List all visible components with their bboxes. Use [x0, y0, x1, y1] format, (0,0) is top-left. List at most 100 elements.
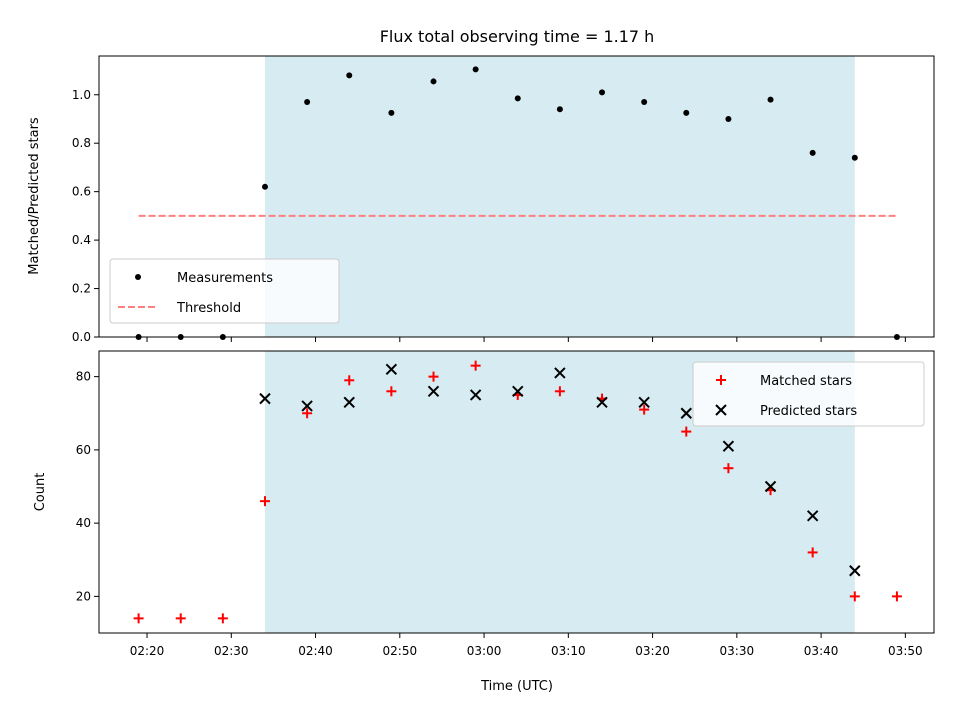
x-stroke-2 [554, 367, 566, 379]
measurement-point [893, 334, 900, 340]
measurement-point [556, 106, 563, 113]
predicted-star-point [638, 396, 650, 408]
y-tick-label: 40 [76, 516, 91, 530]
chart-title: Flux total observing time = 1.17 h [380, 27, 655, 46]
x-stroke-2 [764, 480, 777, 493]
measurement-point [683, 109, 690, 116]
x-stroke-2 [469, 389, 482, 401]
measurement-point [641, 99, 648, 106]
y-tick-label: 0.8 [72, 136, 91, 150]
measurement-point [472, 66, 479, 73]
x-tick-label: 02:20 [130, 644, 165, 658]
observing-span [264, 56, 855, 337]
measurement-point [514, 95, 521, 102]
plot-frame [98, 55, 935, 338]
predicted-star-point [512, 385, 524, 397]
matched-star-point [344, 375, 355, 386]
matched-star-point [133, 613, 144, 624]
predicted-star-point [596, 396, 608, 408]
x-stroke-2 [259, 392, 271, 405]
measurement-point [304, 99, 311, 106]
x-stroke-2 [638, 396, 650, 408]
matched-star-point [259, 496, 270, 507]
x-stroke-2 [385, 363, 398, 376]
matched-star-point [175, 613, 186, 624]
matched-star-point [386, 386, 397, 397]
top-legend: Measurements Threshold [109, 258, 340, 324]
legend-box [692, 361, 925, 427]
y-tick-label: 0.2 [72, 282, 91, 296]
predicted-star-point [427, 385, 440, 397]
y-tick-label: 0.0 [72, 330, 91, 344]
measurement-point [767, 96, 774, 103]
matched-star-point [681, 426, 692, 437]
x-tick-label: 03:50 [888, 644, 923, 658]
y-tick-label: 0.6 [72, 185, 91, 199]
matched-star-point [723, 463, 734, 474]
measurement-point [725, 115, 732, 122]
x-tick-label: 02:40 [298, 644, 333, 658]
bottom-legend: Matched stars Predicted stars [692, 361, 925, 427]
measurement-point [261, 183, 268, 190]
x-stroke-2 [722, 440, 735, 452]
x-tick-label: 03:00 [467, 644, 502, 658]
x-stroke-2 [680, 407, 692, 419]
measurement-point [388, 109, 395, 116]
measurement-point [219, 334, 226, 340]
matched-star-point [849, 591, 860, 602]
predicted-star-point [469, 389, 482, 401]
predicted-star-point [554, 367, 566, 379]
y-tick-label: 1.0 [72, 88, 91, 102]
matched-star-point [639, 404, 650, 415]
legend-marker-x-2 [715, 404, 727, 416]
x-tick-label: 03:10 [551, 644, 586, 658]
matched-star-point [470, 360, 481, 371]
predicted-star-point [259, 392, 271, 405]
legend-label: Predicted stars [760, 404, 857, 419]
x-tick-label: 03:30 [720, 644, 755, 658]
x-stroke-2 [301, 400, 313, 412]
x-stroke-2 [596, 396, 608, 408]
y-tick-label: 0.4 [72, 233, 91, 247]
top-plot-panel: 0.0 0.2 0.4 0.6 0.8 1.0 Measurements Threshold [72, 55, 935, 344]
legend-label: Matched stars [760, 374, 852, 389]
y-tick-label: 20 [76, 589, 91, 603]
matched-star-point [554, 386, 565, 397]
predicted-star-point [385, 363, 398, 376]
x-tick-label: 03:20 [635, 644, 670, 658]
matched-star-point [428, 371, 439, 382]
predicted-star-point [722, 440, 735, 452]
top-y-axis-label: Matched/Predicted stars [27, 117, 42, 275]
y-tick-label: 80 [76, 370, 91, 384]
matched-star-point [217, 613, 228, 624]
bottom-y-axis-label: Count [33, 473, 48, 512]
x-stroke-2 [427, 385, 440, 397]
predicted-star-point [301, 400, 313, 412]
matched-star-point [807, 547, 818, 558]
measurement-point [177, 334, 184, 340]
measurement-point [809, 149, 816, 156]
bottom-plot-panel: 20 40 60 80 02:20 02:30 02:40 02:50 03:00 03:10 03… [76, 350, 935, 658]
legend-box [109, 258, 340, 324]
measurement-point [599, 89, 606, 96]
x-stroke-2 [512, 385, 524, 397]
predicted-star-point [764, 480, 777, 493]
matched-star-point [302, 408, 313, 419]
x-tick-label: 02:50 [383, 644, 418, 658]
x-axis-label: Time (UTC) [480, 679, 553, 694]
y-tick-label: 60 [76, 443, 91, 457]
measurement-point [346, 72, 353, 79]
x-stroke-2 [806, 510, 819, 522]
predicted-star-point [849, 565, 861, 577]
x-tick-label: 02:30 [214, 644, 249, 658]
predicted-star-point [680, 407, 692, 419]
predicted-star-point [343, 396, 355, 408]
measurement-point [135, 334, 142, 340]
measurement-point [851, 154, 858, 161]
x-stroke-2 [343, 396, 355, 408]
plot-frame [98, 350, 935, 634]
x-stroke-2 [849, 565, 861, 577]
legend-label: Measurements [177, 271, 273, 286]
legend-label: Threshold [176, 301, 241, 316]
